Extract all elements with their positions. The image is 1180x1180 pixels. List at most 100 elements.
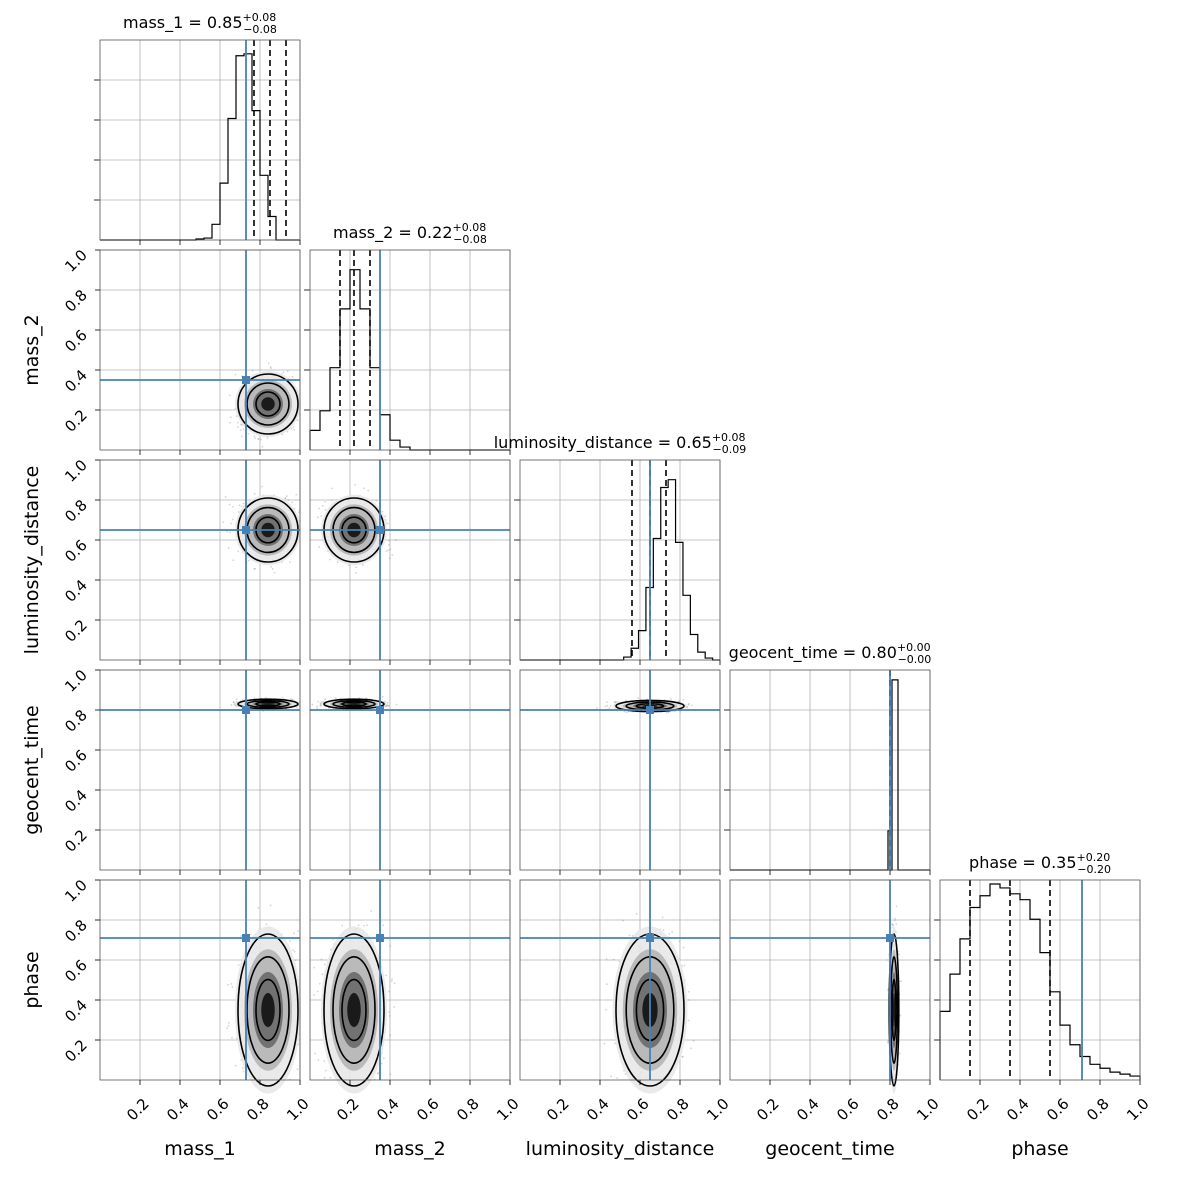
- panel-geocent_time-vs-mass_1: [95, 669, 301, 875]
- panel-mass_1-vs-mass_1: mass_1 = 0.85+0.08 −0.08: [94, 11, 301, 245]
- sample-point: [247, 432, 250, 435]
- sample-point: [314, 1052, 317, 1055]
- truth-point: [376, 934, 384, 942]
- sample-point: [375, 499, 378, 502]
- title-plus: +0.08: [453, 221, 487, 234]
- title-main: geocent_time = 0.80: [729, 643, 897, 663]
- sample-point: [324, 698, 327, 701]
- sample-point: [690, 1047, 692, 1050]
- sample-point: [269, 904, 272, 907]
- sample-point: [227, 1025, 230, 1027]
- sample-point: [316, 516, 319, 519]
- sample-point: [285, 495, 288, 497]
- sample-point: [394, 538, 397, 541]
- sample-point: [389, 945, 392, 948]
- truth-point: [242, 706, 250, 714]
- sample-point: [289, 698, 292, 701]
- sample-point: [242, 1070, 245, 1073]
- sample-point: [678, 940, 681, 943]
- sample-point: [242, 428, 245, 431]
- sample-point: [320, 958, 323, 961]
- sample-point: [318, 507, 320, 510]
- sample-point: [323, 1060, 326, 1063]
- sample-point: [679, 710, 682, 713]
- sample-point: [290, 427, 293, 430]
- sample-point: [614, 701, 617, 704]
- sample-point: [237, 550, 240, 553]
- sample-point: [393, 982, 396, 985]
- sample-point: [253, 492, 256, 495]
- truth-point: [376, 706, 384, 714]
- sample-point: [257, 906, 260, 909]
- sample-point: [250, 933, 252, 936]
- sample-point: [385, 550, 388, 553]
- sample-point: [605, 1008, 608, 1011]
- sample-point: [625, 711, 628, 714]
- sample-point: [282, 371, 285, 374]
- title-luminosity_distance: luminosity_distance = 0.65+0.08 −0.09: [494, 431, 747, 456]
- sample-point: [361, 564, 364, 566]
- sample-point: [377, 1072, 380, 1074]
- sample-point: [318, 982, 321, 985]
- sample-point: [286, 430, 289, 433]
- sample-point: [329, 1076, 332, 1079]
- sample-point: [605, 957, 608, 960]
- sample-point: [316, 990, 319, 993]
- sample-point: [230, 416, 232, 419]
- sample-point: [606, 704, 609, 707]
- sample-point: [329, 558, 332, 561]
- sample-point: [604, 705, 607, 708]
- sample-point: [319, 705, 322, 707]
- sample-point: [261, 485, 263, 488]
- sample-point: [228, 394, 231, 397]
- sample-point: [288, 561, 291, 563]
- sample-point: [269, 366, 272, 368]
- sample-point: [265, 923, 268, 926]
- title-mass_1: mass_1 = 0.85+0.08 −0.08: [123, 11, 277, 36]
- sample-point: [363, 924, 365, 927]
- title-main: mass_1 = 0.85: [123, 13, 242, 33]
- sample-point: [681, 1055, 684, 1058]
- sample-point: [317, 1059, 320, 1061]
- sample-point: [264, 696, 267, 699]
- sample-point: [341, 924, 344, 927]
- sample-point: [332, 938, 335, 941]
- truth-point: [376, 526, 384, 534]
- sample-point: [687, 1019, 690, 1022]
- sample-point: [357, 924, 360, 927]
- sample-point: [683, 964, 686, 967]
- sample-point: [382, 1057, 385, 1060]
- sample-point: [318, 545, 321, 548]
- truth-point: [242, 376, 250, 384]
- sample-point: [382, 924, 384, 927]
- sample-point: [391, 978, 393, 981]
- sample-point: [242, 1067, 244, 1069]
- sample-point: [298, 511, 300, 514]
- sample-point: [317, 700, 320, 703]
- sample-point: [296, 1068, 299, 1071]
- density-level: [261, 992, 275, 1028]
- panel-geocent_time-vs-geocent_time: geocent_time = 0.80+0.00 −0.00: [724, 641, 931, 875]
- sample-point: [240, 505, 243, 508]
- sample-point: [324, 1069, 327, 1072]
- sample-point: [610, 1075, 613, 1078]
- panel-luminosity_distance-vs-mass_1: [95, 459, 301, 665]
- sample-point: [239, 423, 242, 426]
- sample-point: [606, 701, 609, 704]
- sample-point: [254, 567, 256, 570]
- sample-point: [319, 702, 322, 705]
- sample-point: [254, 437, 257, 440]
- sample-point: [635, 913, 638, 915]
- sample-point: [239, 934, 242, 937]
- sample-point: [388, 539, 390, 542]
- panel-phase-vs-mass_1: [95, 879, 301, 1094]
- sample-point: [238, 504, 241, 507]
- sample-point: [253, 567, 256, 570]
- sample-point: [324, 508, 327, 511]
- sample-point: [313, 994, 316, 996]
- sample-point: [662, 929, 665, 932]
- title-plus: +0.08: [712, 431, 746, 444]
- sample-point: [323, 963, 326, 966]
- title-minus: −0.09: [713, 443, 747, 456]
- sample-point: [293, 932, 296, 935]
